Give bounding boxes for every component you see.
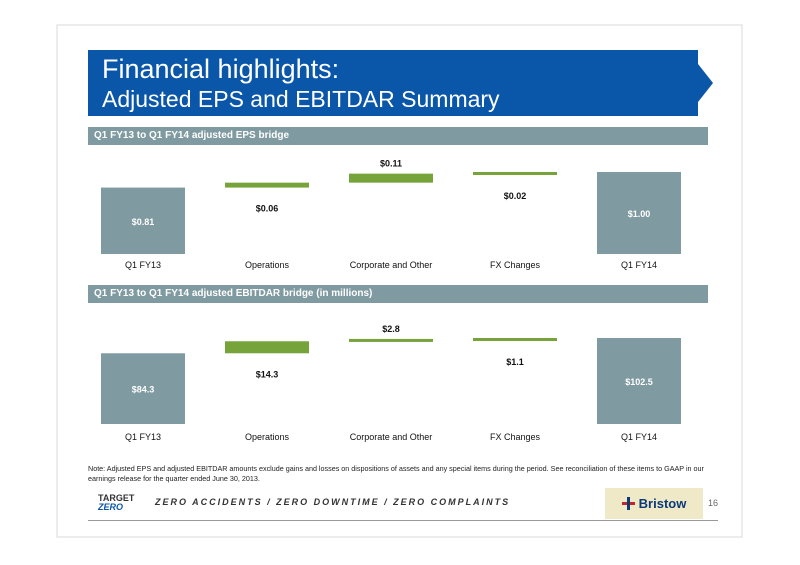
- ebitdar-section-header: Q1 FY13 to Q1 FY14 adjusted EBITDAR brid…: [88, 285, 708, 303]
- bristow-logo: Bristow: [605, 488, 703, 519]
- zero-label: ZERO: [98, 502, 124, 512]
- title-arrow: [687, 50, 713, 116]
- bristow-mark-icon: [621, 497, 635, 510]
- page-subtitle: Adjusted EPS and EBITDAR Summary: [102, 86, 500, 112]
- page-title: Financial highlights:: [102, 54, 340, 84]
- eps-section-header: Q1 FY13 to Q1 FY14 adjusted EPS bridge: [88, 127, 708, 145]
- target-label: TARGET: [98, 493, 135, 503]
- footer-tagline: ZERO ACCIDENTS / ZERO DOWNTIME / ZERO CO…: [155, 497, 511, 507]
- title-band: [88, 50, 698, 116]
- target-zero-logo: TARGET ZERO: [98, 494, 134, 512]
- footnote: Note: Adjusted EPS and adjusted EBITDAR …: [88, 464, 704, 483]
- page-number: 16: [708, 498, 719, 508]
- brand-name: Bristow: [638, 496, 687, 511]
- footer-divider: [88, 520, 718, 521]
